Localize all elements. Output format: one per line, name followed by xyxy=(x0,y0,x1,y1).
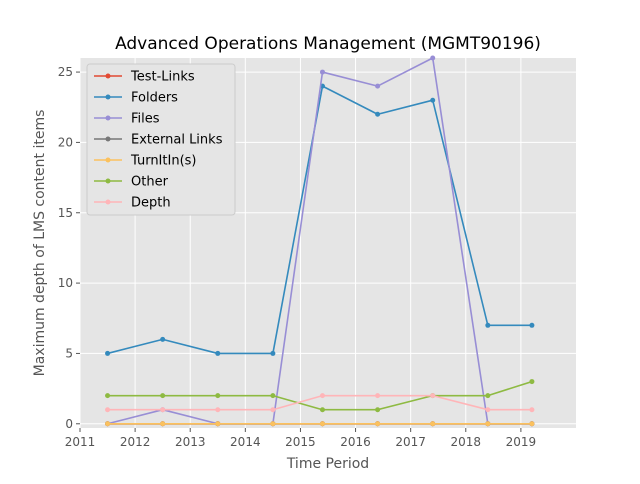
data-point-folders xyxy=(105,350,111,356)
y-tick-label: 10 xyxy=(58,276,73,290)
legend-box xyxy=(86,63,236,216)
x-tick-label: 2014 xyxy=(230,435,261,449)
data-point-files xyxy=(319,69,325,75)
y-axis-ticks: 0 5 10 15 20 25 xyxy=(58,65,80,431)
data-point-turnitin-s xyxy=(105,421,111,427)
data-point-depth xyxy=(215,407,221,413)
data-point-other xyxy=(529,379,535,385)
data-point-depth xyxy=(270,407,276,413)
data-point-turnitin-s xyxy=(485,421,491,427)
x-tick-label: 2016 xyxy=(340,435,371,449)
data-point-other xyxy=(215,393,221,399)
data-point-folders xyxy=(375,111,381,117)
legend-label-other: Other xyxy=(131,175,169,190)
series-depth xyxy=(105,393,535,413)
y-tick-label: 15 xyxy=(58,206,73,220)
data-point-turnitin-s xyxy=(319,421,325,427)
legend-entry-external-links: External Links xyxy=(94,133,223,148)
data-point-other xyxy=(270,393,276,399)
data-point-depth xyxy=(160,407,166,413)
x-axis-ticks: 2011 2012 2013 2014 2015 2016 2017 2018 2019 xyxy=(65,428,536,449)
x-tick-label: 2012 xyxy=(120,435,151,449)
y-tick-label: 25 xyxy=(58,65,73,79)
legend-label-turnitin-s: TurnItIn(s) xyxy=(130,154,196,169)
x-tick-label: 2011 xyxy=(65,435,96,449)
legend-entry-folders: Folders xyxy=(94,91,178,106)
legend-label-folders: Folders xyxy=(131,91,178,106)
legend-entry-depth: Depth xyxy=(94,196,171,211)
data-point-turnitin-s xyxy=(270,421,276,427)
data-point-turnitin-s xyxy=(529,421,535,427)
data-point-turnitin-s xyxy=(160,421,166,427)
x-tick-label: 2017 xyxy=(395,435,426,449)
legend-label-depth: Depth xyxy=(131,196,171,211)
legend-marker-files xyxy=(105,115,111,121)
y-tick-label: 0 xyxy=(65,417,73,431)
data-point-depth xyxy=(105,407,111,413)
data-point-depth xyxy=(319,393,325,399)
legend-marker-other xyxy=(105,178,111,184)
data-point-turnitin-s xyxy=(430,421,436,427)
x-tick-label: 2019 xyxy=(506,435,537,449)
legend: Test-Links Folders Files External Links Turn… xyxy=(86,63,236,216)
data-point-depth xyxy=(529,407,535,413)
data-point-depth xyxy=(430,393,436,399)
data-point-other xyxy=(160,393,166,399)
legend-entry-files: Files xyxy=(94,112,160,127)
series-lines xyxy=(105,55,535,427)
legend-entry-test-links: Test-Links xyxy=(94,70,195,85)
y-tick-label: 5 xyxy=(65,346,73,360)
data-point-files xyxy=(430,55,436,61)
data-point-depth xyxy=(485,407,491,413)
x-axis-label: Time Period xyxy=(286,456,369,472)
legend-entry-other: Other xyxy=(94,175,169,190)
x-tick-label: 2013 xyxy=(175,435,206,449)
legend-label-files: Files xyxy=(131,112,160,127)
legend-label-external-links: External Links xyxy=(131,133,223,148)
legend-marker-folders xyxy=(105,94,111,100)
chart-title: Advanced Operations Management (MGMT9019… xyxy=(115,34,541,54)
data-point-folders xyxy=(485,322,491,328)
legend-label-test-links: Test-Links xyxy=(130,70,195,85)
data-point-depth xyxy=(375,393,381,399)
legend-items: Test-Links Folders Files External Links Turn… xyxy=(94,70,223,211)
legend-marker-test-links xyxy=(105,73,111,79)
x-tick-label: 2018 xyxy=(451,435,482,449)
legend-entry-turnitin-s: TurnItIn(s) xyxy=(94,154,196,169)
data-point-other xyxy=(375,407,381,413)
data-point-other xyxy=(105,393,111,399)
data-point-turnitin-s xyxy=(215,421,221,427)
legend-marker-depth xyxy=(105,199,111,205)
data-point-other xyxy=(319,407,325,413)
data-point-files xyxy=(375,83,381,89)
data-point-other xyxy=(485,393,491,399)
data-point-folders xyxy=(529,322,535,328)
legend-marker-turnitin-s xyxy=(105,157,111,163)
data-point-folders xyxy=(215,350,221,356)
series-turnitin-s xyxy=(105,421,535,427)
data-point-folders xyxy=(430,97,436,103)
series-other xyxy=(105,379,535,413)
data-point-folders xyxy=(160,336,166,342)
x-tick-label: 2015 xyxy=(285,435,316,449)
series-folders xyxy=(105,83,535,356)
y-axis-label: Maximum depth of LMS content items xyxy=(32,110,48,377)
legend-marker-external-links xyxy=(105,136,111,142)
data-point-turnitin-s xyxy=(375,421,381,427)
data-point-folders xyxy=(270,350,276,356)
y-tick-label: 20 xyxy=(58,135,73,149)
